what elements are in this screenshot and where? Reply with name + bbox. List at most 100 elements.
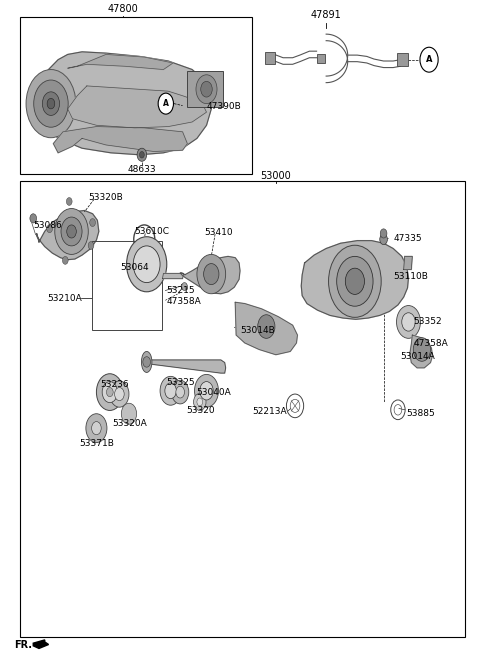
Polygon shape	[68, 86, 206, 128]
Circle shape	[140, 152, 144, 158]
Circle shape	[345, 268, 364, 294]
Circle shape	[90, 219, 96, 227]
Circle shape	[34, 80, 68, 127]
Polygon shape	[301, 240, 408, 319]
Circle shape	[196, 75, 217, 104]
Circle shape	[110, 381, 129, 407]
Text: 53014A: 53014A	[400, 351, 435, 361]
Text: 47800: 47800	[108, 3, 138, 14]
Circle shape	[92, 422, 101, 435]
Bar	[397, 53, 408, 66]
Text: 53885: 53885	[407, 409, 435, 419]
Circle shape	[328, 245, 381, 317]
Circle shape	[200, 382, 213, 400]
Circle shape	[61, 217, 82, 246]
Circle shape	[26, 70, 76, 138]
Circle shape	[30, 214, 36, 223]
Text: 53040A: 53040A	[196, 388, 231, 397]
Text: 53086: 53086	[33, 221, 62, 230]
Circle shape	[402, 313, 415, 331]
Text: 53352: 53352	[413, 317, 442, 327]
Bar	[317, 54, 325, 63]
Text: 53210A: 53210A	[48, 294, 83, 303]
Circle shape	[67, 225, 76, 238]
Circle shape	[121, 403, 137, 424]
Text: A: A	[426, 55, 432, 64]
Polygon shape	[410, 335, 432, 368]
Circle shape	[88, 242, 94, 250]
Circle shape	[66, 198, 72, 206]
Circle shape	[115, 388, 124, 401]
Circle shape	[201, 81, 212, 97]
Circle shape	[194, 374, 218, 407]
Text: 53064: 53064	[120, 263, 149, 272]
Text: 53014B: 53014B	[240, 326, 275, 335]
Polygon shape	[36, 210, 99, 260]
Polygon shape	[235, 302, 298, 355]
Circle shape	[47, 99, 55, 109]
Circle shape	[137, 148, 147, 162]
Text: 52213A: 52213A	[252, 407, 287, 416]
Text: 47891: 47891	[311, 10, 342, 20]
Text: 53236: 53236	[100, 380, 129, 389]
Text: 47390B: 47390B	[206, 102, 241, 112]
Text: 53320: 53320	[186, 406, 215, 415]
Circle shape	[258, 315, 275, 338]
Circle shape	[107, 388, 113, 397]
Text: 53000: 53000	[261, 171, 291, 181]
Circle shape	[42, 92, 60, 116]
Text: 47335: 47335	[393, 233, 422, 242]
Circle shape	[127, 237, 167, 292]
Bar	[20, 17, 252, 174]
Polygon shape	[180, 256, 240, 294]
Circle shape	[47, 225, 52, 233]
Text: 48633: 48633	[128, 166, 156, 174]
Circle shape	[197, 398, 203, 406]
Polygon shape	[36, 52, 211, 155]
Circle shape	[96, 374, 123, 411]
Bar	[20, 181, 465, 637]
Text: 53320A: 53320A	[112, 419, 147, 428]
Text: FR.: FR.	[14, 639, 32, 650]
Circle shape	[413, 338, 431, 361]
Polygon shape	[162, 273, 183, 279]
Text: 53110B: 53110B	[393, 271, 428, 281]
Polygon shape	[33, 640, 48, 648]
Circle shape	[165, 383, 176, 399]
Circle shape	[380, 229, 387, 238]
Circle shape	[143, 357, 151, 367]
Circle shape	[197, 254, 226, 294]
Circle shape	[62, 256, 68, 264]
Text: 47358A: 47358A	[166, 297, 201, 306]
Bar	[187, 71, 223, 107]
Circle shape	[158, 93, 173, 114]
Text: 53610C: 53610C	[134, 227, 169, 236]
Bar	[265, 53, 276, 64]
Circle shape	[204, 263, 219, 284]
Circle shape	[193, 394, 206, 411]
Text: 53215: 53215	[166, 286, 195, 295]
Circle shape	[380, 234, 387, 244]
Circle shape	[181, 283, 187, 290]
Circle shape	[336, 256, 373, 306]
Circle shape	[160, 376, 181, 405]
Text: 53371B: 53371B	[79, 439, 114, 447]
Text: 53410: 53410	[204, 227, 233, 237]
Ellipse shape	[142, 351, 152, 373]
Text: A: A	[163, 99, 169, 108]
Polygon shape	[146, 360, 226, 373]
Polygon shape	[53, 127, 187, 153]
Circle shape	[133, 246, 160, 283]
Polygon shape	[404, 256, 412, 269]
Polygon shape	[68, 55, 173, 70]
Circle shape	[86, 414, 107, 443]
Text: 47358A: 47358A	[413, 339, 448, 348]
Polygon shape	[181, 284, 187, 289]
Circle shape	[102, 382, 118, 403]
Circle shape	[171, 380, 189, 404]
Circle shape	[396, 306, 420, 338]
Bar	[92, 241, 162, 330]
Circle shape	[176, 386, 184, 398]
Circle shape	[420, 47, 438, 72]
Circle shape	[55, 208, 88, 254]
